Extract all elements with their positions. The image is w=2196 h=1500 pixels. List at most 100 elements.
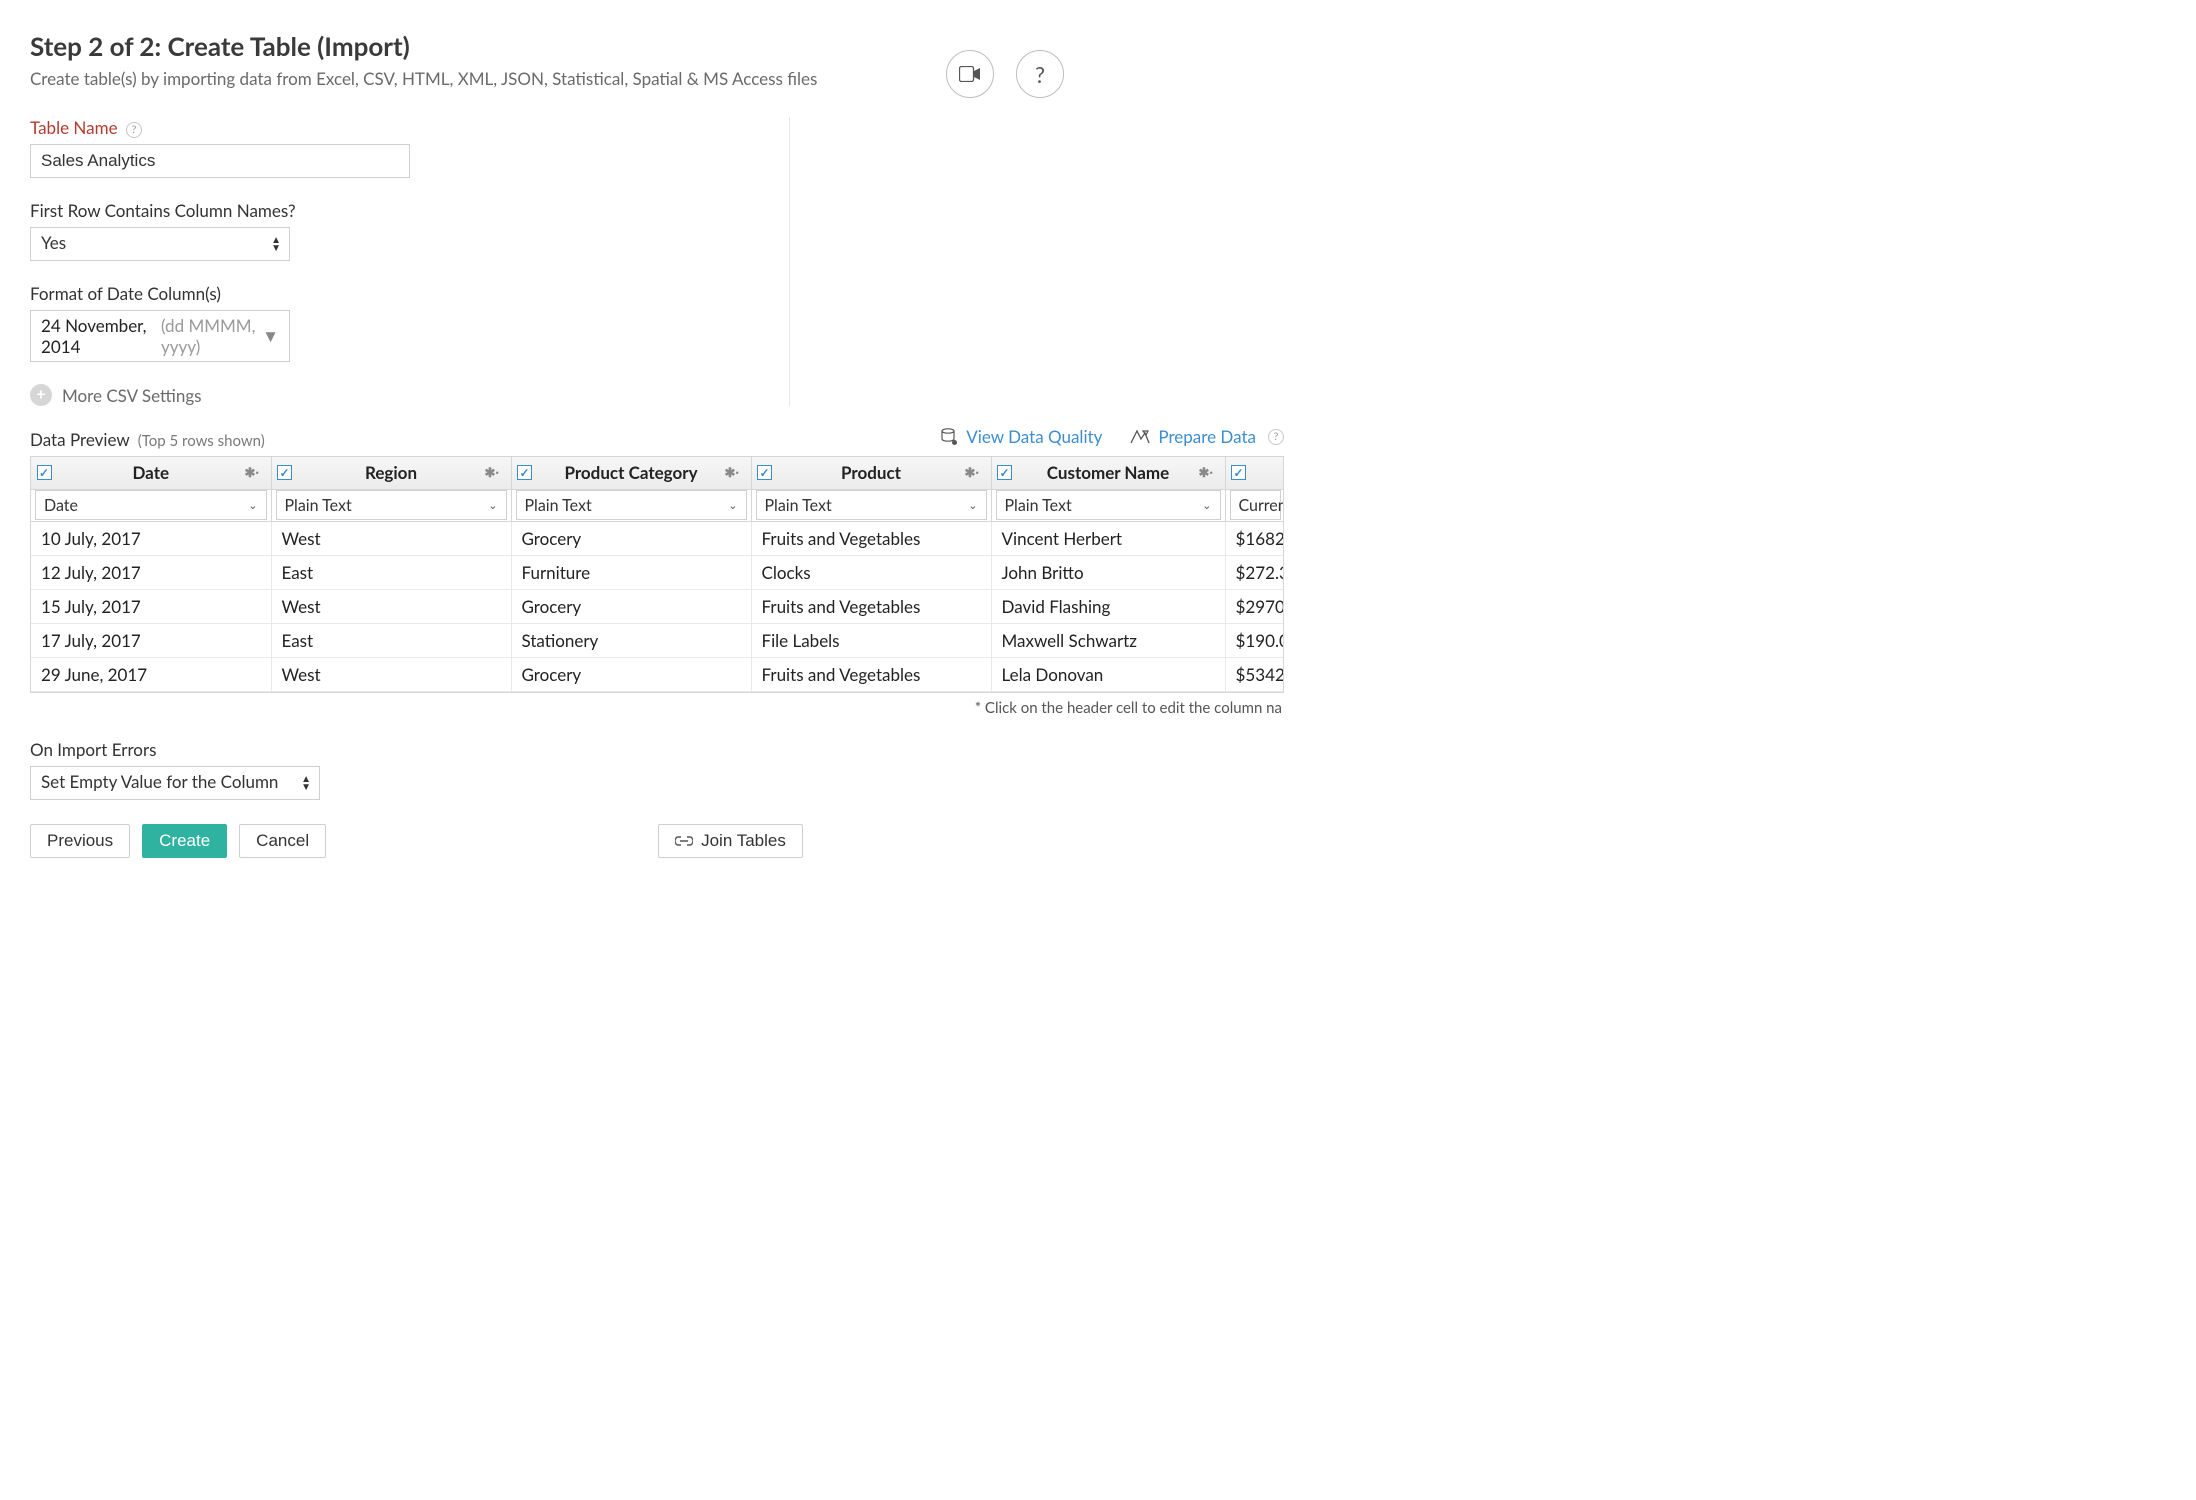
prepare-icon — [1130, 429, 1150, 445]
gear-icon[interactable]: ✱· — [725, 464, 751, 481]
date-format-example: 24 November, 2014 — [41, 315, 161, 357]
table-cell: Grocery — [511, 657, 751, 691]
data-preview-title: Data Preview — [30, 429, 130, 450]
first-row-label: First Row Contains Column Names? — [30, 200, 749, 221]
video-icon — [959, 66, 981, 82]
table-cell: 29 June, 2017 — [31, 657, 271, 691]
date-format-label: Format of Date Column(s) — [30, 283, 749, 304]
table-row: 12 July, 2017EastFurnitureClocksJohn Bri… — [31, 555, 1284, 589]
create-button[interactable]: Create — [142, 824, 227, 858]
help-icon[interactable]: ? — [126, 122, 142, 138]
table-cell: 10 July, 2017 — [31, 521, 271, 555]
column-checkbox[interactable] — [997, 465, 1012, 480]
column-type-select[interactable]: Currency⌄ — [1230, 490, 1281, 520]
column-type-value: Currency — [1239, 496, 1285, 515]
cancel-button[interactable]: Cancel — [239, 824, 326, 858]
column-type-select[interactable]: Plain Text ⌄ — [516, 490, 747, 520]
view-data-quality-link[interactable]: View Data Quality — [940, 426, 1102, 447]
column-type-select[interactable]: Plain Text ⌄ — [276, 490, 507, 520]
chevron-down-icon: ▼ — [262, 325, 279, 347]
table-cell: Grocery — [511, 521, 751, 555]
data-preview-table: Date✱·Region✱·Product Category✱·Product✱… — [30, 456, 1284, 693]
table-cell: West — [271, 521, 511, 555]
table-cell: Clocks — [751, 555, 991, 589]
column-header[interactable]: Date✱· — [31, 457, 271, 490]
table-footnote: * Click on the header cell to edit the c… — [30, 699, 1284, 717]
more-csv-settings[interactable]: + More CSV Settings — [30, 384, 749, 406]
table-row: 29 June, 2017WestGroceryFruits and Veget… — [31, 657, 1284, 691]
table-cell: Lela Donovan — [991, 657, 1225, 691]
table-cell: Fruits and Vegetables — [751, 521, 991, 555]
column-type-select[interactable]: Plain Text⌄ — [756, 490, 987, 520]
updown-icon: ▲▼ — [271, 236, 281, 252]
table-cell: $5342.57 — [1225, 657, 1284, 691]
column-type-value: Plain Text — [285, 496, 352, 515]
table-cell: $1682.39 — [1225, 521, 1284, 555]
more-csv-label: More CSV Settings — [62, 385, 202, 406]
column-type-select[interactable]: Plain Text ⌄ — [996, 490, 1221, 520]
table-cell: East — [271, 555, 511, 589]
column-checkbox[interactable] — [37, 465, 52, 480]
table-name-input[interactable] — [30, 144, 410, 178]
column-type-select[interactable]: Date ⌄ — [35, 490, 267, 520]
column-checkbox[interactable] — [1231, 465, 1246, 480]
table-cell: $190.05 — [1225, 623, 1284, 657]
table-row: 15 July, 2017WestGroceryFruits and Veget… — [31, 589, 1284, 623]
column-name: Customer Name — [1018, 462, 1199, 483]
data-preview-note: (Top 5 rows shown) — [138, 432, 265, 450]
table-cell: Vincent Herbert — [991, 521, 1225, 555]
column-header[interactable]: Region✱· — [271, 457, 511, 490]
date-format-select[interactable]: 24 November, 2014 (dd MMMM, yyyy) ▼ — [30, 310, 290, 362]
column-header[interactable]: Customer Name✱· — [991, 457, 1225, 490]
chevron-down-icon: ⌄ — [1202, 499, 1211, 512]
chevron-down-icon: ⌄ — [728, 499, 737, 512]
table-cell: Stationery — [511, 623, 751, 657]
page-title: Step 2 of 2: Create Table (Import) — [30, 30, 1284, 62]
table-cell: John Britto — [991, 555, 1225, 589]
column-header[interactable] — [1225, 457, 1284, 490]
import-errors-select[interactable]: Set Empty Value for the Column ▲▼ — [30, 766, 320, 800]
column-checkbox[interactable] — [757, 465, 772, 480]
chevron-down-icon: ⌄ — [488, 499, 497, 512]
table-cell: 17 July, 2017 — [31, 623, 271, 657]
table-cell: $2970.27 — [1225, 589, 1284, 623]
column-header[interactable]: Product Category✱· — [511, 457, 751, 490]
chevron-down-icon: ⌄ — [968, 499, 977, 512]
updown-icon: ▲▼ — [301, 775, 311, 791]
first-row-value: Yes — [41, 232, 66, 253]
column-type-value: Plain Text — [525, 496, 592, 515]
question-icon: ? — [1035, 61, 1045, 88]
gear-icon[interactable]: ✱· — [965, 464, 991, 481]
chevron-down-icon: ⌄ — [248, 499, 257, 512]
help-button[interactable]: ? — [1016, 50, 1064, 98]
first-row-select[interactable]: Yes ▲▼ — [30, 227, 290, 261]
previous-button[interactable]: Previous — [30, 824, 130, 858]
gear-icon[interactable]: ✱· — [1199, 464, 1225, 481]
table-row: 10 July, 2017WestGroceryFruits and Veget… — [31, 521, 1284, 555]
column-name: Product Category — [538, 462, 725, 483]
plus-icon: + — [30, 384, 52, 406]
column-type-value: Date — [44, 496, 78, 515]
import-errors-value: Set Empty Value for the Column — [41, 771, 278, 792]
column-type-value: Plain Text — [1005, 496, 1072, 515]
help-icon[interactable]: ? — [1268, 429, 1284, 445]
table-cell: Furniture — [511, 555, 751, 589]
table-cell: West — [271, 657, 511, 691]
column-header[interactable]: Product✱· — [751, 457, 991, 490]
page-subtitle: Create table(s) by importing data from E… — [30, 68, 1284, 89]
table-cell: East — [271, 623, 511, 657]
join-tables-button[interactable]: Join Tables — [658, 824, 803, 858]
link-icon — [675, 835, 693, 847]
table-cell: David Flashing — [991, 589, 1225, 623]
table-cell: Grocery — [511, 589, 751, 623]
gear-icon[interactable]: ✱· — [485, 464, 511, 481]
column-checkbox[interactable] — [277, 465, 292, 480]
gear-icon[interactable]: ✱· — [245, 464, 271, 481]
table-cell: Maxwell Schwartz — [991, 623, 1225, 657]
prepare-data-link[interactable]: Prepare Data ? — [1130, 426, 1284, 447]
database-icon — [940, 428, 958, 446]
video-help-button[interactable] — [946, 50, 994, 98]
table-cell: Fruits and Vegetables — [751, 657, 991, 691]
column-name: Region — [298, 462, 485, 483]
column-checkbox[interactable] — [517, 465, 532, 480]
